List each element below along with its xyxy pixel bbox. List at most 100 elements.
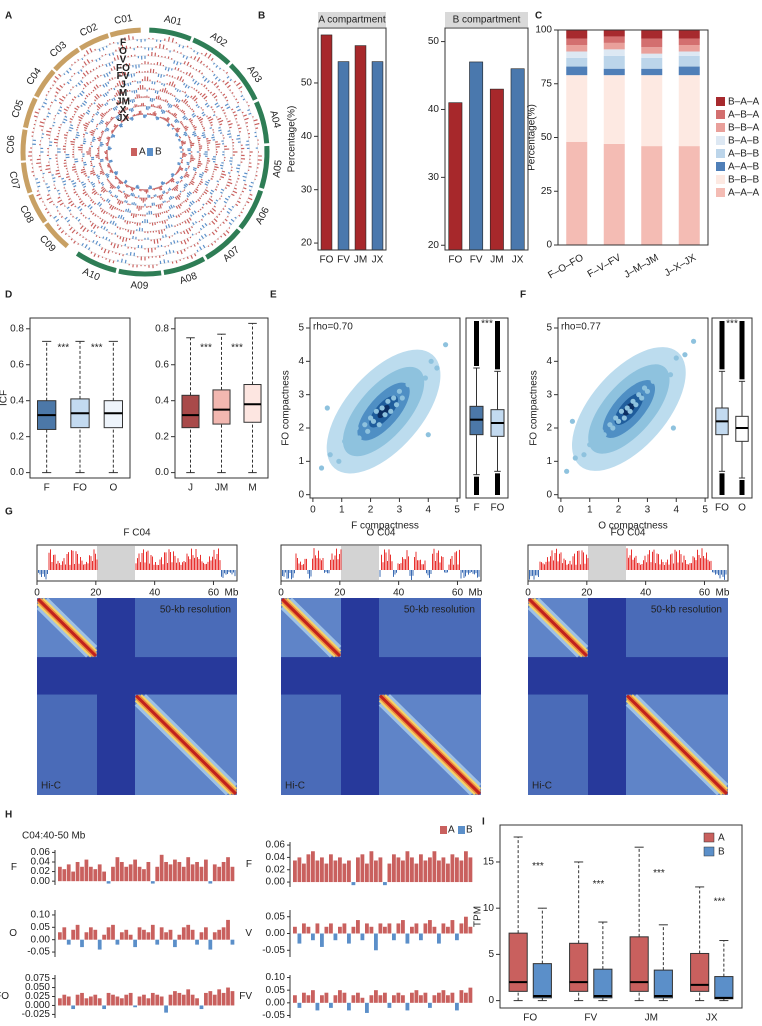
signal-bar — [378, 923, 383, 934]
signal-bar — [414, 923, 419, 934]
signal-bar — [97, 939, 102, 950]
signal-bar — [324, 992, 329, 1003]
axis-unit: Mb — [716, 588, 730, 599]
signal-bar — [230, 939, 235, 945]
signal-bar — [155, 866, 160, 882]
bar-segment — [641, 30, 663, 39]
y-tick-label: 0 — [546, 240, 552, 251]
centromere-gap — [341, 546, 379, 580]
title-strip — [318, 12, 386, 27]
track-label: X — [120, 105, 127, 116]
signal-bar — [115, 996, 120, 1006]
point — [667, 372, 674, 378]
point — [365, 428, 371, 434]
chromosome-arc — [205, 228, 241, 260]
legend-label: A–A–B — [728, 162, 759, 173]
signal-bar — [128, 864, 133, 882]
y-tick-label: -0.05 — [262, 1010, 285, 1021]
legend-label: A — [718, 833, 725, 844]
compartment-signal — [38, 570, 236, 580]
panel-label: C — [535, 11, 542, 22]
x-tick-label: FO — [320, 255, 334, 266]
point — [370, 418, 377, 424]
outlier-band — [719, 321, 725, 370]
signal-bar — [347, 860, 351, 883]
chromosome-label: A10 — [81, 266, 102, 283]
panel-label: E — [270, 290, 277, 301]
y-tick-label: 0.00 — [31, 876, 51, 887]
track-signal — [107, 114, 183, 190]
signal-bar — [414, 990, 419, 1003]
signal-bar — [221, 927, 226, 940]
y-tick-label: 0.05 — [266, 985, 286, 996]
point — [627, 408, 633, 414]
y-tick-label: 0 — [488, 995, 494, 1006]
bar-segment — [678, 55, 700, 67]
signal-bar — [396, 923, 401, 934]
chromosome-arc — [79, 33, 110, 51]
signal-bar — [356, 920, 360, 934]
track-signal — [32, 39, 258, 264]
signal-bar — [365, 863, 369, 883]
chromosome-label: A01 — [163, 14, 183, 29]
plot-frame — [499, 824, 743, 1009]
signal-bar — [66, 996, 71, 1006]
signal-bar — [423, 923, 428, 934]
signal-bar — [342, 992, 347, 1003]
signal-bar — [428, 1002, 432, 1008]
signal-bar — [320, 995, 324, 1003]
signal-bar — [226, 987, 230, 1006]
y-axis-label: FO compactness — [529, 370, 540, 446]
y-tick-label: 0.075 — [25, 973, 50, 984]
plot-frame — [557, 29, 709, 246]
y-axis-label: FO — [0, 991, 9, 1002]
signal-bar — [441, 990, 446, 1003]
plot-frame — [317, 27, 387, 251]
track-signal — [40, 47, 250, 257]
signal-bar — [217, 929, 222, 940]
point — [656, 382, 662, 388]
signal-bar — [351, 995, 356, 1003]
bar-segment — [566, 30, 588, 39]
signal-bar — [195, 939, 199, 945]
signal-bar — [311, 933, 315, 941]
y-axis-label: FO compactness — [281, 370, 292, 446]
bar-segment — [566, 38, 588, 46]
y-axis-label: O — [9, 928, 17, 939]
signal-bar — [428, 857, 432, 883]
chromosome-arc — [228, 63, 258, 101]
signal-bar — [450, 992, 455, 1003]
chromosome-arc — [238, 189, 264, 230]
signal-bar — [119, 861, 124, 882]
signal-bar — [190, 994, 195, 1006]
bar-segment — [641, 57, 663, 69]
chart-title: O C04 — [367, 528, 396, 539]
y-tick-label: 2 — [298, 423, 304, 434]
point — [373, 408, 379, 414]
signal-bar — [186, 857, 191, 882]
signal-bar — [226, 919, 230, 940]
chart-title: C04:40-50 Mb — [22, 831, 86, 842]
compartment-signal — [529, 570, 727, 580]
x-tick-label: 0 — [34, 588, 40, 599]
legend-label: B–B–A — [728, 123, 759, 134]
outlier-band — [495, 321, 500, 370]
bar-segment — [641, 68, 663, 76]
signal-bar — [102, 871, 107, 882]
significance: *** — [593, 879, 605, 890]
y-tick-label: 0.000 — [25, 1000, 50, 1011]
y-tick-label: 100 — [535, 25, 552, 36]
legend-label: A — [448, 825, 455, 836]
point — [650, 378, 656, 384]
signal-bar — [369, 995, 374, 1003]
bar-segment — [678, 66, 700, 76]
y-tick-label: 4 — [546, 356, 552, 367]
signal-bar — [437, 933, 441, 944]
signal-bar — [71, 871, 76, 882]
signal-bar — [468, 987, 473, 1003]
y-tick-label: 0.00 — [266, 997, 286, 1008]
point — [396, 388, 403, 394]
signal-bar — [455, 1002, 459, 1011]
signal-bar — [66, 864, 71, 882]
legend-label: A — [139, 147, 146, 158]
